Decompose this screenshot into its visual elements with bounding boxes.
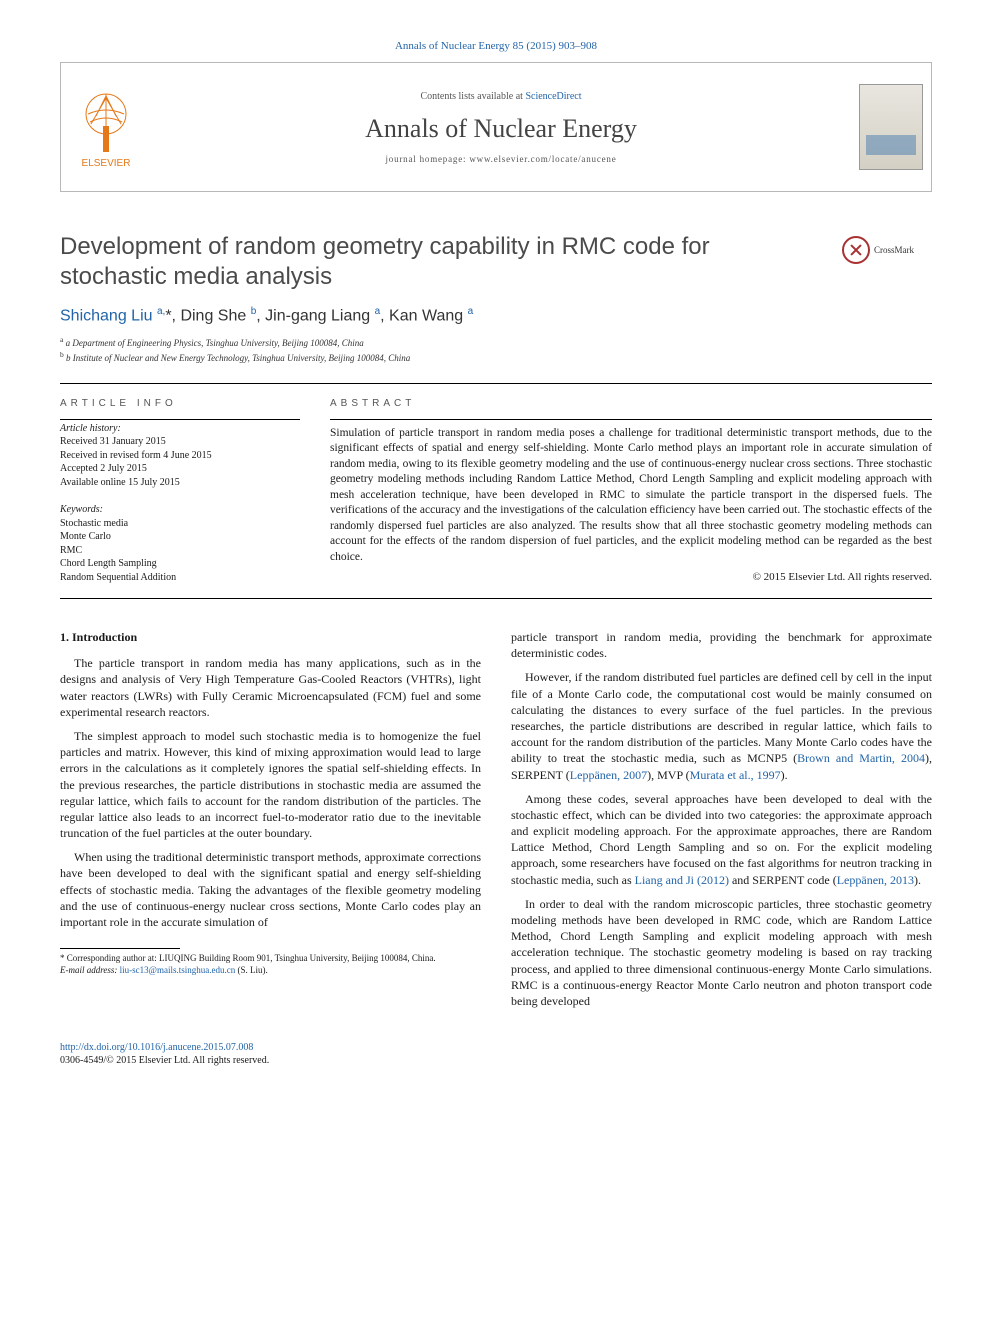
affiliation-b: b b Institute of Nuclear and New Energy … bbox=[60, 350, 932, 365]
history-label: Article history: bbox=[60, 422, 300, 436]
article-title: Development of random geometry capabilit… bbox=[60, 232, 822, 292]
abstract-header: ABSTRACT bbox=[330, 398, 932, 409]
cite-leppanen-2007[interactable]: Leppänen, 2007 bbox=[570, 768, 647, 782]
history-online: Available online 15 July 2015 bbox=[60, 476, 300, 490]
keyword-4: Chord Length Sampling bbox=[60, 557, 300, 571]
article-info-column: ARTICLE INFO Article history: Received 3… bbox=[60, 398, 300, 585]
right-p3-b: and SERPENT code ( bbox=[729, 873, 837, 887]
affiliation-a: a a Department of Engineering Physics, T… bbox=[60, 335, 932, 350]
abstract-rule-top bbox=[330, 419, 932, 420]
email-line: E-mail address: liu-sc13@mails.tsinghua.… bbox=[60, 965, 481, 977]
top-rule bbox=[60, 383, 932, 384]
body-two-column: 1. Introduction The particle transport i… bbox=[60, 629, 932, 1017]
right-p2-c: ), MVP ( bbox=[647, 768, 690, 782]
right-p3: Among these codes, several approaches ha… bbox=[511, 791, 932, 888]
cover-image bbox=[859, 84, 923, 170]
authors-line: Shichang Liu a,*, Ding She b, Jin-gang L… bbox=[60, 306, 932, 325]
issn-copyright: 0306-4549/© 2015 Elsevier Ltd. All right… bbox=[60, 1054, 932, 1067]
article-info-header: ARTICLE INFO bbox=[60, 398, 300, 409]
journal-cover-thumb[interactable] bbox=[851, 63, 931, 191]
crossmark-badge[interactable]: CrossMark bbox=[842, 236, 932, 264]
contents-available-line: Contents lists available at ScienceDirec… bbox=[420, 91, 581, 102]
footnotes: * Corresponding author at: LIUQING Build… bbox=[60, 953, 481, 976]
cite-liang-ji-2012[interactable]: Liang and Ji (2012) bbox=[635, 873, 729, 887]
crossmark-label: CrossMark bbox=[874, 245, 914, 255]
contents-prefix: Contents lists available at bbox=[420, 91, 525, 102]
right-p4: In order to deal with the random microsc… bbox=[511, 896, 932, 1009]
email-suffix: (S. Liu). bbox=[235, 965, 268, 975]
elsevier-label: ELSEVIER bbox=[82, 158, 131, 169]
elsevier-logo-block[interactable]: ELSEVIER bbox=[61, 63, 151, 191]
sciencedirect-link[interactable]: ScienceDirect bbox=[525, 91, 581, 102]
article-history: Article history: Received 31 January 201… bbox=[60, 422, 300, 490]
abstract-column: ABSTRACT Simulation of particle transpor… bbox=[330, 398, 932, 585]
right-column: particle transport in random media, prov… bbox=[511, 629, 932, 1017]
affiliations: a a Department of Engineering Physics, T… bbox=[60, 335, 932, 364]
left-p2: The simplest approach to model such stoc… bbox=[60, 728, 481, 841]
bottom-bar: http://dx.doi.org/10.1016/j.anucene.2015… bbox=[60, 1041, 932, 1067]
header-center: Contents lists available at ScienceDirec… bbox=[151, 63, 851, 191]
keyword-5: Random Sequential Addition bbox=[60, 571, 300, 585]
abstract-text: Simulation of particle transport in rand… bbox=[330, 426, 932, 566]
abstract-copyright: © 2015 Elsevier Ltd. All rights reserved… bbox=[330, 571, 932, 583]
keywords-label: Keywords: bbox=[60, 503, 300, 517]
cite-leppanen-2013[interactable]: Leppänen, 2013 bbox=[837, 873, 914, 887]
crossmark-icon bbox=[842, 236, 870, 264]
mid-rule bbox=[60, 598, 932, 599]
journal-name: Annals of Nuclear Energy bbox=[365, 114, 637, 144]
cite-brown-martin-2004[interactable]: Brown and Martin, 2004 bbox=[797, 751, 925, 765]
keyword-2: Monte Carlo bbox=[60, 530, 300, 544]
keyword-3: RMC bbox=[60, 544, 300, 558]
left-column: 1. Introduction The particle transport i… bbox=[60, 629, 481, 1017]
left-p3: When using the traditional deterministic… bbox=[60, 849, 481, 930]
keywords-block: Keywords: Stochastic media Monte Carlo R… bbox=[60, 503, 300, 584]
right-p2-d: ). bbox=[781, 768, 788, 782]
affiliation-b-text: b Institute of Nuclear and New Energy Te… bbox=[66, 353, 410, 363]
top-citation: Annals of Nuclear Energy 85 (2015) 903–9… bbox=[60, 40, 932, 52]
author-3[interactable]: Jin-gang Liang bbox=[265, 307, 370, 324]
author-2[interactable]: Ding She bbox=[180, 307, 246, 324]
keyword-1: Stochastic media bbox=[60, 517, 300, 531]
email-label: E-mail address: bbox=[60, 965, 120, 975]
history-accepted: Accepted 2 July 2015 bbox=[60, 462, 300, 476]
elsevier-tree-icon bbox=[76, 86, 136, 156]
info-rule-1 bbox=[60, 419, 300, 420]
affiliation-a-text: a Department of Engineering Physics, Tsi… bbox=[66, 338, 364, 348]
left-p1: The particle transport in random media h… bbox=[60, 655, 481, 720]
doi-link[interactable]: http://dx.doi.org/10.1016/j.anucene.2015… bbox=[60, 1041, 932, 1054]
corresponding-author-note: * Corresponding author at: LIUQING Build… bbox=[60, 953, 481, 965]
section-1-heading: 1. Introduction bbox=[60, 629, 481, 645]
journal-homepage[interactable]: journal homepage: www.elsevier.com/locat… bbox=[385, 154, 616, 164]
history-revised: Received in revised form 4 June 2015 bbox=[60, 449, 300, 463]
journal-header-box: ELSEVIER Contents lists available at Sci… bbox=[60, 62, 932, 192]
author-4[interactable]: Kan Wang bbox=[389, 307, 463, 324]
right-p3-c: ). bbox=[914, 873, 921, 887]
author-1[interactable]: Shichang Liu bbox=[60, 307, 153, 324]
corresponding-email[interactable]: liu-sc13@mails.tsinghua.edu.cn bbox=[120, 965, 236, 975]
right-p1: particle transport in random media, prov… bbox=[511, 629, 932, 661]
right-p2: However, if the random distributed fuel … bbox=[511, 669, 932, 782]
history-received: Received 31 January 2015 bbox=[60, 435, 300, 449]
cite-murata-1997[interactable]: Murata et al., 1997 bbox=[690, 768, 781, 782]
footnote-rule bbox=[60, 948, 180, 949]
